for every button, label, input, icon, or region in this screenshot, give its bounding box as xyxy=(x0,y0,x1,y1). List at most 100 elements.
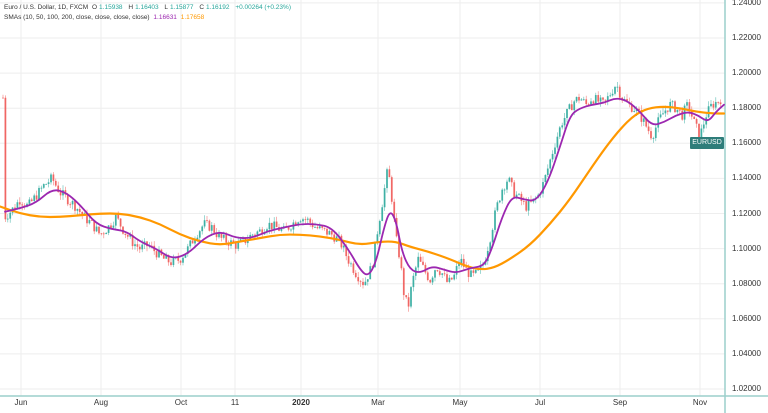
candle-body xyxy=(352,263,355,273)
candle-body xyxy=(455,266,458,275)
candle-body xyxy=(4,97,7,220)
candle-body xyxy=(438,271,441,275)
candle-body xyxy=(671,101,674,103)
candle-body xyxy=(42,184,45,188)
candle-body xyxy=(630,104,633,112)
candle-body xyxy=(393,201,396,218)
candle-body xyxy=(525,201,528,211)
candle-body xyxy=(107,225,110,233)
candle-body xyxy=(410,287,412,307)
candle-body xyxy=(700,128,703,139)
candle-body xyxy=(129,234,132,237)
candle-body xyxy=(225,234,228,243)
candle-body xyxy=(633,110,636,112)
candle-body xyxy=(400,257,403,269)
candle-body xyxy=(496,202,499,211)
candle-body xyxy=(681,110,684,120)
time-tick-label: 11 xyxy=(230,398,240,407)
candle-body xyxy=(213,225,216,233)
candle-body xyxy=(542,182,544,194)
candle-body xyxy=(220,233,223,238)
candle-body xyxy=(431,277,434,283)
candle-body xyxy=(544,174,547,183)
candle-body xyxy=(388,169,391,178)
time-tick-label: Aug xyxy=(93,398,109,407)
candle-body xyxy=(105,232,108,235)
candle-body xyxy=(47,182,50,185)
candle-body xyxy=(491,229,494,243)
candle-body xyxy=(443,273,446,275)
candle-body xyxy=(381,207,384,222)
candle-body xyxy=(474,270,477,273)
candle-body xyxy=(654,127,657,139)
candle-body xyxy=(618,86,621,98)
candle-body xyxy=(506,181,508,190)
candle-body xyxy=(527,200,530,211)
candle-body xyxy=(69,204,72,206)
sma-fast-value: 1.16631 xyxy=(153,14,177,21)
candle-body xyxy=(275,221,278,228)
candle-body xyxy=(81,211,84,215)
candle-body xyxy=(218,233,220,238)
candle-body xyxy=(376,234,379,242)
candle-body xyxy=(602,97,604,100)
candle-body xyxy=(162,254,165,259)
candle-body xyxy=(261,229,264,235)
candle-body xyxy=(462,258,465,267)
candle-body xyxy=(198,231,201,238)
low-value: L 1.15877 xyxy=(164,4,194,11)
candle-body xyxy=(710,103,712,107)
candle-body xyxy=(554,147,556,154)
candle-body xyxy=(568,104,571,109)
candle-body xyxy=(378,221,381,235)
candle-body xyxy=(186,246,189,254)
candle-body xyxy=(52,174,55,181)
candle-body xyxy=(38,187,40,200)
time-tick-label: 2020 xyxy=(292,398,310,407)
candle-body xyxy=(170,262,172,266)
candle-body xyxy=(237,241,240,249)
sma-title: SMAs (10, 50, 100, 200, close, close, cl… xyxy=(4,14,150,21)
candle-body xyxy=(585,99,588,104)
candle-body xyxy=(16,202,19,209)
candle-body xyxy=(666,110,669,112)
candle-body xyxy=(611,93,614,96)
candle-body xyxy=(405,295,408,298)
candle-body xyxy=(35,195,38,200)
candle-body xyxy=(645,118,648,127)
candle-body xyxy=(419,256,422,262)
candle-body xyxy=(203,220,206,227)
candle-body xyxy=(251,234,254,236)
time-tick-label: Jul xyxy=(534,398,546,407)
sma-50-line xyxy=(0,105,726,271)
candle-body xyxy=(688,102,691,112)
candle-body xyxy=(647,126,650,132)
candle-body xyxy=(453,274,456,280)
candle-body xyxy=(172,257,175,266)
candle-body xyxy=(345,245,348,257)
candle-body xyxy=(642,118,645,122)
candle-body xyxy=(652,138,655,139)
candle-body xyxy=(273,221,276,230)
candle-body xyxy=(549,159,552,169)
candle-body xyxy=(467,267,470,277)
candle-body xyxy=(580,99,583,101)
price-tick-label: 1.08000 xyxy=(732,278,761,288)
candle-body xyxy=(510,177,513,183)
candle-body xyxy=(717,101,720,103)
candle-body xyxy=(494,210,496,230)
candle-body xyxy=(194,240,196,244)
change-value: +0.00264 (+0.23%) xyxy=(235,4,291,11)
candle-body xyxy=(558,127,561,137)
candle-body xyxy=(28,199,31,204)
price-tick-label: 1.12000 xyxy=(732,208,761,218)
price-tick-label: 1.20000 xyxy=(732,68,761,78)
candle-body xyxy=(657,117,660,128)
candle-body xyxy=(402,268,405,296)
candle-body xyxy=(676,109,679,113)
candle-body xyxy=(578,96,580,101)
candle-body xyxy=(270,222,273,230)
time-tick-label: Nov xyxy=(692,398,708,407)
